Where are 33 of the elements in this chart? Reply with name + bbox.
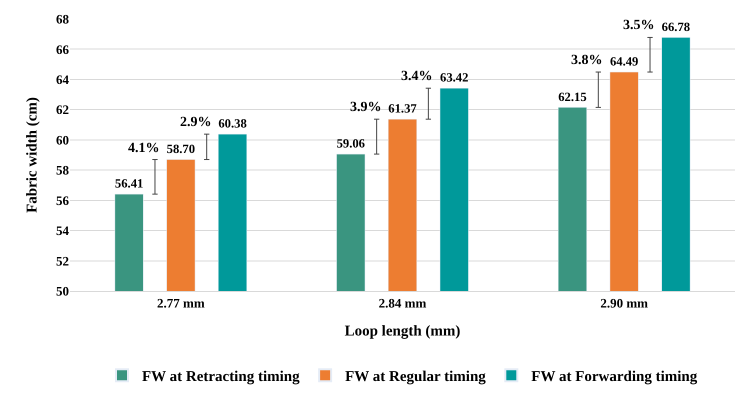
- y-tick-label: 50: [56, 284, 69, 299]
- y-tick-label: 58: [56, 162, 70, 178]
- legend-label: FW at Forwarding timing: [531, 369, 698, 386]
- x-tick-label: 2.77 mm: [156, 296, 205, 311]
- y-tick-label: 56: [56, 192, 70, 208]
- data-label: 66.78: [662, 20, 690, 34]
- data-label: 56.41: [114, 176, 144, 191]
- x-axis-title: Loop length (mm): [344, 324, 460, 340]
- annotation: 3.9%: [350, 100, 382, 115]
- annotation: 2.9%: [180, 115, 212, 130]
- y-tick-label: 62: [56, 102, 69, 118]
- y-tick-label: 64: [56, 72, 70, 87]
- data-label: 62.15: [558, 90, 587, 104]
- y-tick-label: 68: [56, 12, 70, 27]
- annotation: 3.5%: [623, 18, 654, 33]
- data-label: 59.06: [336, 136, 365, 150]
- legend-label: FW at Regular timing: [345, 369, 486, 386]
- data-label: 61.37: [388, 102, 417, 116]
- y-axis-title: Fabric width (cm): [24, 97, 40, 213]
- annotation: 3.8%: [571, 53, 602, 68]
- data-label: 64.49: [610, 54, 638, 68]
- data-label: 58.70: [166, 142, 196, 156]
- y-tick-label: 54: [56, 223, 70, 238]
- annotation: 4.1%: [128, 141, 160, 156]
- y-tick-label: 66: [56, 42, 70, 57]
- y-tick-label: 60: [56, 132, 69, 148]
- data-label: 63.42: [440, 70, 468, 85]
- annotation: 3.4%: [401, 69, 432, 84]
- y-tick-label: 52: [56, 253, 69, 268]
- x-tick-label: 2.84 mm: [378, 296, 426, 311]
- x-tick-label: 2.90 mm: [600, 296, 648, 311]
- legend-label: FW at Retracting timing: [142, 369, 300, 386]
- data-label: 60.38: [218, 116, 247, 131]
